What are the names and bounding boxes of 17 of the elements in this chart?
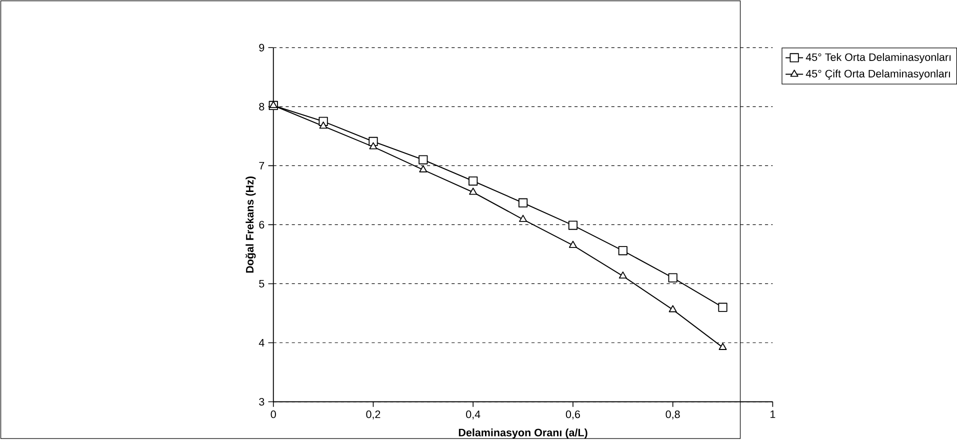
x-axis-title: Delaminasyon Oranı (a/L) [458, 428, 588, 439]
x-tick-label: 1 [770, 410, 776, 418]
y-tick-label: 9 [259, 44, 264, 52]
x-tick-label: 0,2 [366, 410, 380, 420]
y-tick-label: 7 [259, 162, 264, 170]
x-tick-label: 0,6 [566, 410, 580, 420]
x-tick-label: 0 [270, 410, 276, 418]
y-tick-label: 3 [259, 398, 264, 406]
legend-label: 45° Çift Orta Delaminasyonları [806, 70, 950, 80]
legend-label: 45° Tek Orta Delaminasyonları [806, 53, 951, 64]
y-tick-label: 5 [259, 280, 264, 288]
y-tick-label: 4 [258, 339, 264, 346]
y-tick-label: 6 [259, 220, 264, 229]
y-axis-title: Doğal Frekans (Hz) [246, 176, 256, 273]
y-tick-label: 8 [259, 102, 264, 111]
x-tick-label: 0,8 [666, 410, 680, 420]
x-tick-label: 0,4 [466, 410, 480, 420]
